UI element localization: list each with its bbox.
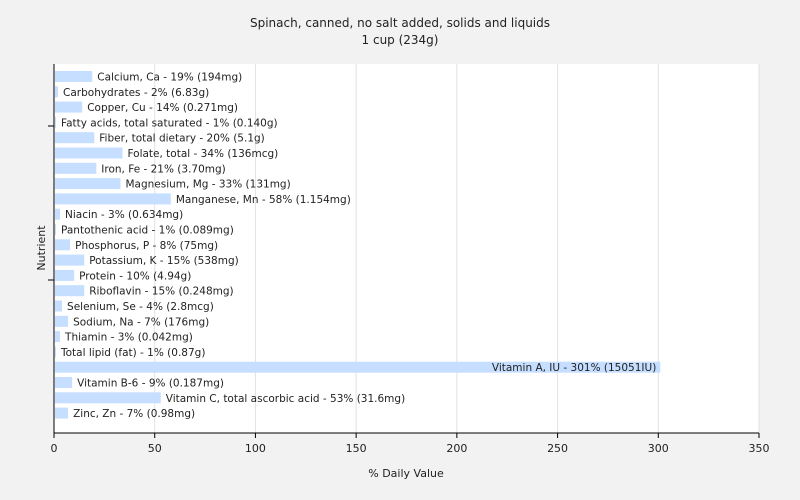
bar-label: Manganese, Mn - 58% (1.154mg) [176,194,351,206]
bar [55,239,71,251]
x-tick-label: 150 [346,442,367,455]
bar-label: Niacin - 3% (0.634mg) [65,209,183,221]
bar [55,193,171,205]
bar-label: Copper, Cu - 14% (0.271mg) [87,102,238,114]
x-tick-label: 300 [648,442,669,455]
bar-label: Folate, total - 34% (136mcg) [127,148,278,160]
bar [55,407,69,419]
bar-label: Carbohydrates - 2% (6.83g) [63,87,209,99]
bar [55,116,57,128]
bar [55,224,57,235]
bar-label: Fatty acids, total saturated - 1% (0.140… [61,117,278,129]
x-axis-title: % Daily Value [368,467,444,480]
bar [55,147,123,159]
bar [55,377,73,388]
bar-label: Fiber, total dietary - 20% (5.1g) [99,133,264,145]
bar [55,71,93,82]
x-tick-label: 100 [245,442,266,455]
bar-label: Protein - 10% (4.94g) [79,270,191,282]
bar-label: Total lipid (fat) - 1% (0.87g) [60,347,205,359]
bar [55,300,63,312]
chart-subtitle: 1 cup (234g) [362,33,439,47]
chart-title: Spinach, canned, no salt added, solids a… [250,16,550,30]
bar [55,269,75,281]
bar-label: Calcium, Ca - 19% (194mg) [97,72,242,84]
bar-label: Vitamin A, IU - 301% (15051IU) [492,362,656,374]
bar [55,101,83,113]
x-tick-label: 250 [547,442,568,455]
bar-label: Iron, Fe - 21% (3.70mg) [101,163,225,175]
bar-label: Pantothenic acid - 1% (0.089mg) [61,225,234,237]
bar [55,361,661,373]
bar [55,254,85,266]
bar [55,132,95,144]
bar [55,285,85,297]
bar [55,162,97,174]
bar [55,315,69,327]
bar-label: Magnesium, Mg - 33% (131mg) [125,179,290,191]
bar [55,346,57,358]
bar [55,331,61,343]
bar-label: Sodium, Na - 7% (176mg) [73,316,209,328]
bar-label: Vitamin B-6 - 9% (0.187mg) [77,378,224,390]
bar-label: Riboflavin - 15% (0.248mg) [89,286,233,298]
bar-label: Phosphorus, P - 8% (75mg) [75,240,218,252]
y-axis-title: Nutrient [35,225,48,271]
plot-area: Calcium, Ca - 19% (194mg) Carbohydrates -… [48,64,770,455]
x-tick-label: 350 [749,442,770,455]
x-tick-label: 200 [446,442,467,455]
bar [55,86,59,98]
bar-label: Zinc, Zn - 7% (0.98mg) [73,408,195,420]
bar-label: Selenium, Se - 4% (2.8mcg) [67,301,214,313]
bar [55,178,121,190]
x-tick-label: 0 [51,442,58,455]
bar-label: Vitamin C, total ascorbic acid - 53% (31… [166,393,405,405]
x-tick-label: 50 [148,442,162,455]
bar-label: Thiamin - 3% (0.042mg) [64,332,193,344]
bar-label: Potassium, K - 15% (538mg) [89,255,239,267]
bar [55,208,61,220]
bar [55,392,161,404]
